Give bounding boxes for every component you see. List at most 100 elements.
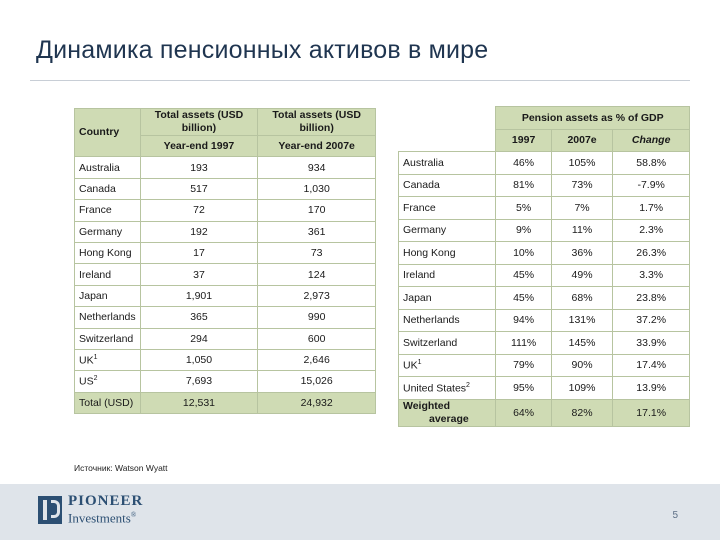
pioneer-logo: PIONEER Investments® [38,494,143,525]
value-y2007: 15,026 [257,370,376,393]
total-assets-rows: Australia 193 934 Canada 517 1,030 France 72 170… [74,156,376,393]
table-row: Netherlands 365 990 [74,306,376,329]
value-y1997: 5% [495,196,552,220]
weighted-label-line2: average [429,412,469,425]
pension-gdp-rows: Australia 46% 105% 58.8% Canada 81% 73% -7.9% Fr… [397,151,690,400]
value-y2007: 145% [550,331,614,355]
value-y1997: 193 [139,156,259,179]
total-assets-table: Country Total assets (USD billion) Total… [74,107,376,415]
value-y1997: 72 [139,199,259,222]
country-cell: Ireland [74,263,141,286]
value-y2007: 990 [257,306,376,329]
table-row: Hong Kong 10% 36% 26.3% [397,241,690,265]
value-change: -7.9% [612,173,690,197]
value-y1997: 7,693 [139,370,259,393]
value-y1997: 95% [495,376,552,400]
country-cell: Switzerland [397,331,497,355]
value-y1997: 94% [495,308,552,332]
table-row: Canada 81% 73% -7.9% [397,173,690,197]
value-change: 33.9% [612,331,690,355]
source-note: Источник: Watson Wyatt [74,463,168,473]
weighted-change: 17.1% [612,398,690,427]
value-y1997: 45% [495,286,552,310]
value-y2007: 934 [257,156,376,179]
value-y1997: 37 [139,263,259,286]
value-y2007: 361 [257,220,376,243]
value-y2007: 170 [257,199,376,222]
value-y1997: 17 [139,241,259,265]
value-change: 37.2% [612,308,690,332]
weighted-label-line1: Weighted [403,399,451,412]
country-cell: Netherlands [74,306,141,329]
value-y2007: 7% [550,196,614,220]
value-y1997: 1,901 [139,284,259,308]
value-y1997: 111% [495,331,552,355]
value-y1997: 294 [139,327,259,350]
country-cell: Hong Kong [74,241,141,265]
page-number: 5 [672,510,678,521]
value-y2007: 2,646 [257,348,376,372]
table-row: Ireland 37 124 [74,263,376,286]
table-row: Japan 45% 68% 23.8% [397,286,690,310]
country-cell: UK1 [397,353,497,377]
table-row: Ireland 45% 49% 3.3% [397,263,690,287]
value-y1997: 10% [495,241,552,265]
value-y2007: 68% [550,286,614,310]
country-cell: United States2 [397,376,497,400]
value-change: 58.8% [612,151,690,175]
country-cell: Australia [397,151,497,175]
value-y1997: 517 [139,177,259,201]
value-y2007: 105% [550,151,614,175]
weighted-2007: 82% [550,398,614,427]
value-change: 2.3% [612,218,690,242]
table-row: Switzerland 294 600 [74,327,376,350]
table-row: Canada 517 1,030 [74,177,376,201]
country-cell: Netherlands [397,308,497,332]
header-2007e: 2007e [550,128,614,152]
table-row: France 72 170 [74,199,376,222]
value-change: 1.7% [612,196,690,220]
weighted-label: Weighted average [397,398,497,427]
value-y2007: 11% [550,218,614,242]
table-row: US2 7,693 15,026 [74,370,376,393]
value-change: 23.8% [612,286,690,310]
country-cell: Hong Kong [397,241,497,265]
header-total-assets-2007: Total assets (USD billion) [257,108,376,136]
footer-bar [0,484,720,540]
value-y1997: 365 [139,306,259,329]
table-row: Germany 192 361 [74,220,376,243]
total-2007: 24,932 [257,391,376,415]
value-y1997: 46% [495,151,552,175]
country-cell: Australia [74,156,141,179]
title-divider [30,80,690,81]
value-y2007: 36% [550,241,614,265]
header-1997: 1997 [495,128,552,152]
country-cell: Ireland [397,263,497,287]
table-row: Germany 9% 11% 2.3% [397,218,690,242]
total-label: Total (USD) [74,391,141,415]
value-y2007: 1,030 [257,177,376,201]
country-cell: Canada [397,173,497,197]
country-cell: Switzerland [74,327,141,350]
country-cell: US2 [74,370,141,393]
total-row: Total (USD) 12,531 24,932 [74,391,376,415]
weighted-average-row: Weighted average 64% 82% 17.1% [397,398,690,427]
value-change: 13.9% [612,376,690,400]
subheader-year-2007: Year-end 2007e [257,134,376,158]
value-y2007: 49% [550,263,614,287]
value-y2007: 109% [550,376,614,400]
table-row: Switzerland 111% 145% 33.9% [397,331,690,355]
table-row: UK1 79% 90% 17.4% [397,353,690,377]
header-country: Country [74,107,141,158]
country-cell: Germany [397,218,497,242]
value-y1997: 45% [495,263,552,287]
logo-line2: Investments [68,510,131,526]
value-change: 17.4% [612,353,690,377]
logo-line1: PIONEER [68,493,144,509]
country-cell: France [74,199,141,222]
value-y2007: 131% [550,308,614,332]
country-cell: Germany [74,220,141,243]
value-y1997: 192 [139,220,259,243]
table-row: UK1 1,050 2,646 [74,348,376,372]
value-y2007: 124 [257,263,376,286]
